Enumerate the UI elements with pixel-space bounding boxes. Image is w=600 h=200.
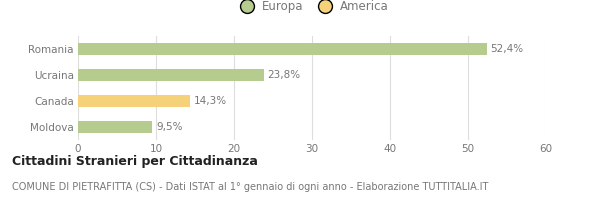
Bar xyxy=(78,95,190,107)
Legend: Europa, America: Europa, America xyxy=(230,0,394,18)
Bar xyxy=(78,43,487,55)
Bar xyxy=(78,69,263,81)
Text: 23,8%: 23,8% xyxy=(268,70,301,80)
Text: 9,5%: 9,5% xyxy=(156,122,182,132)
Text: 52,4%: 52,4% xyxy=(491,44,524,54)
Bar xyxy=(78,121,152,133)
Text: Cittadini Stranieri per Cittadinanza: Cittadini Stranieri per Cittadinanza xyxy=(12,155,258,168)
Text: 14,3%: 14,3% xyxy=(193,96,227,106)
Text: COMUNE DI PIETRAFITTA (CS) - Dati ISTAT al 1° gennaio di ogni anno - Elaborazion: COMUNE DI PIETRAFITTA (CS) - Dati ISTAT … xyxy=(12,182,488,192)
